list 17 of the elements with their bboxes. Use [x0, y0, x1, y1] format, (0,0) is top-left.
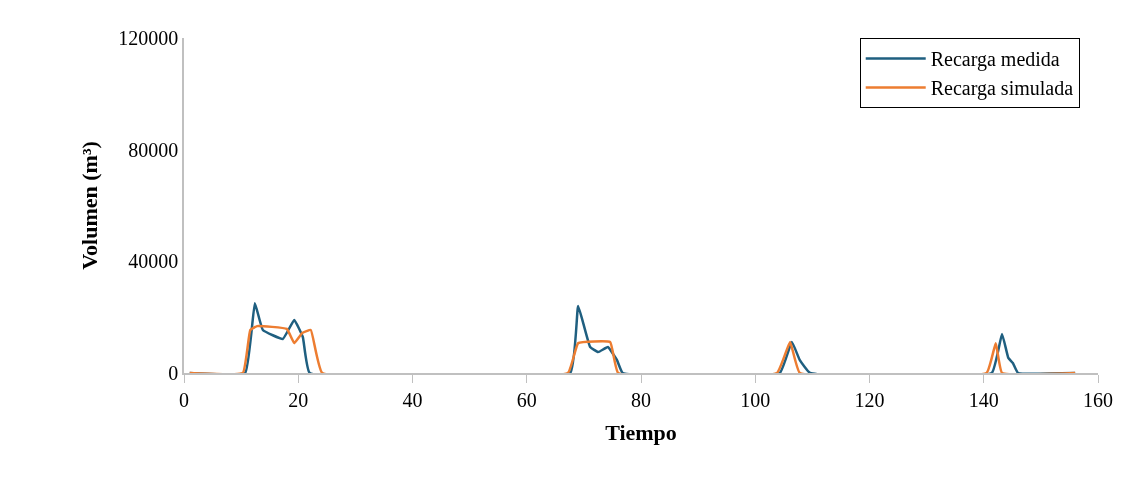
x-tick-label: 160	[1083, 388, 1113, 411]
line-series	[188, 324, 1077, 373]
x-tick-label: 120	[854, 388, 885, 411]
legend-label: Recarga simulada	[930, 77, 1074, 101]
x-axis-title: Tiempo	[605, 420, 677, 446]
y-tick-label: 0	[168, 362, 179, 384]
legend-label: Recarga medida	[930, 48, 1060, 72]
x-tick-label: 80	[631, 388, 651, 411]
x-tick-label: 20	[288, 388, 309, 411]
x-tick-label: 40	[402, 388, 423, 411]
y-tick-label: 40000	[128, 250, 179, 273]
y-tick-label: 120000	[118, 27, 179, 49]
y-tick-label: 80000	[128, 138, 179, 161]
y-axis-title: Volumen (m³)	[76, 141, 102, 270]
x-tick-label: 140	[968, 388, 999, 411]
x-tick-label: 60	[516, 388, 537, 411]
x-tick-label: 100	[740, 388, 771, 411]
